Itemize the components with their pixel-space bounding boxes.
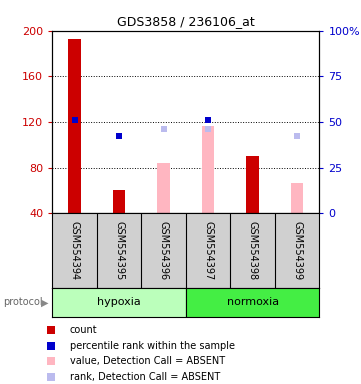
Text: GSM554395: GSM554395	[114, 221, 124, 280]
Bar	[113, 190, 125, 213]
Text: percentile rank within the sample: percentile rank within the sample	[70, 341, 235, 351]
Title: GDS3858 / 236106_at: GDS3858 / 236106_at	[117, 15, 255, 28]
Text: normoxia: normoxia	[227, 297, 279, 308]
Text: GSM554398: GSM554398	[248, 221, 258, 280]
Text: GSM554394: GSM554394	[70, 221, 80, 280]
Text: hypoxia: hypoxia	[97, 297, 141, 308]
Text: count: count	[70, 325, 97, 335]
Text: ▶: ▶	[41, 297, 49, 308]
Bar	[247, 156, 259, 213]
Text: GSM554397: GSM554397	[203, 221, 213, 280]
Text: value, Detection Call = ABSENT: value, Detection Call = ABSENT	[70, 356, 225, 366]
Bar	[202, 126, 214, 213]
Text: GSM554396: GSM554396	[158, 221, 169, 280]
Bar	[68, 39, 81, 213]
Bar	[52, 288, 186, 317]
Bar	[157, 163, 170, 213]
Bar	[186, 288, 319, 317]
Text: rank, Detection Call = ABSENT: rank, Detection Call = ABSENT	[70, 372, 220, 382]
Bar	[291, 184, 304, 213]
Text: protocol: protocol	[4, 297, 43, 308]
Text: GSM554399: GSM554399	[292, 221, 302, 280]
